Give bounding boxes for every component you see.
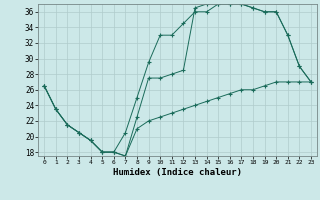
X-axis label: Humidex (Indice chaleur): Humidex (Indice chaleur) bbox=[113, 168, 242, 177]
